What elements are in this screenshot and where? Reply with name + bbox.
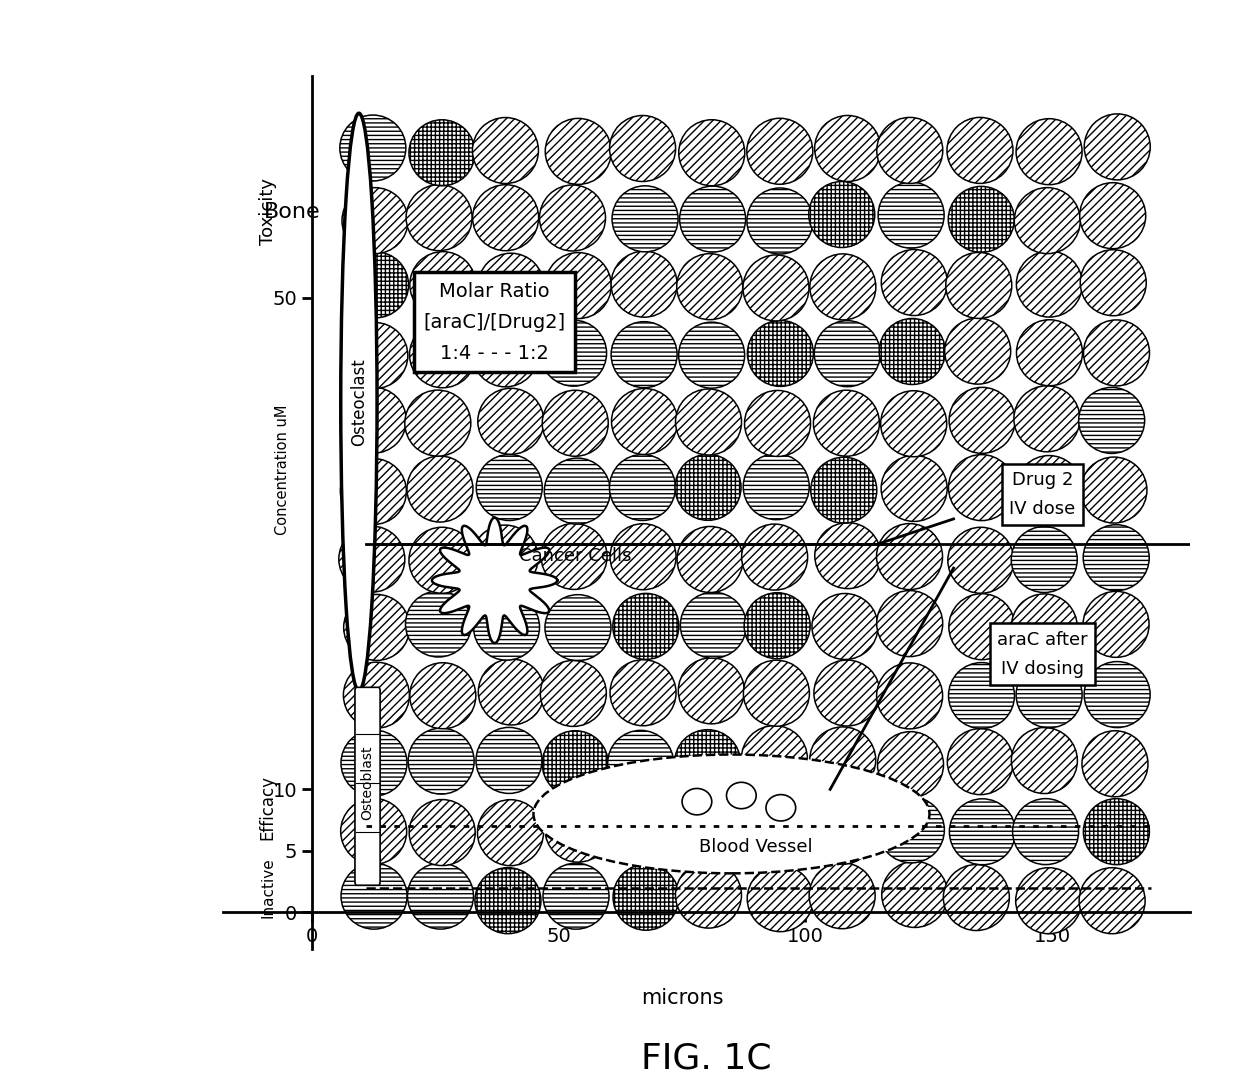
Ellipse shape — [1084, 320, 1149, 386]
Ellipse shape — [877, 590, 942, 657]
Text: Osteoblast: Osteoblast — [361, 746, 374, 820]
Ellipse shape — [950, 799, 1016, 865]
Ellipse shape — [880, 391, 946, 457]
Ellipse shape — [677, 527, 743, 592]
Ellipse shape — [341, 458, 407, 525]
Ellipse shape — [611, 322, 677, 387]
Ellipse shape — [476, 455, 542, 520]
Ellipse shape — [1083, 591, 1149, 658]
Ellipse shape — [680, 187, 745, 252]
Ellipse shape — [882, 250, 947, 315]
Ellipse shape — [1084, 113, 1151, 180]
Ellipse shape — [748, 798, 813, 864]
Ellipse shape — [341, 799, 407, 864]
Ellipse shape — [613, 594, 678, 659]
Ellipse shape — [882, 862, 947, 927]
Ellipse shape — [946, 252, 1012, 319]
Ellipse shape — [608, 730, 673, 796]
Ellipse shape — [546, 119, 611, 184]
Ellipse shape — [342, 323, 408, 388]
Ellipse shape — [1012, 527, 1078, 592]
Ellipse shape — [341, 863, 407, 930]
Ellipse shape — [1014, 386, 1080, 452]
Ellipse shape — [342, 252, 408, 317]
Ellipse shape — [744, 592, 810, 659]
Text: Osteoclast: Osteoclast — [350, 358, 368, 446]
Ellipse shape — [1080, 250, 1146, 315]
Ellipse shape — [408, 728, 474, 794]
Ellipse shape — [1016, 662, 1083, 728]
Ellipse shape — [541, 320, 606, 386]
Ellipse shape — [947, 118, 1013, 183]
Text: Molar Ratio
[araC]/[Drug2]
1:4 - - - 1:2: Molar Ratio [araC]/[Drug2] 1:4 - - - 1:2 — [424, 281, 565, 362]
Ellipse shape — [678, 322, 745, 388]
Ellipse shape — [611, 251, 677, 317]
Ellipse shape — [405, 184, 472, 251]
Ellipse shape — [472, 321, 538, 387]
Ellipse shape — [477, 253, 544, 320]
Text: Toxicity: Toxicity — [259, 178, 277, 245]
Ellipse shape — [746, 188, 813, 254]
Ellipse shape — [610, 660, 676, 726]
Text: Cancer Cells: Cancer Cells — [520, 547, 632, 565]
Ellipse shape — [541, 524, 608, 589]
Ellipse shape — [339, 526, 404, 592]
Ellipse shape — [613, 864, 680, 931]
Ellipse shape — [544, 458, 610, 524]
Ellipse shape — [1084, 525, 1149, 590]
Text: Bone: Bone — [264, 202, 321, 221]
Ellipse shape — [1013, 799, 1079, 865]
Ellipse shape — [610, 524, 676, 590]
Ellipse shape — [815, 116, 880, 181]
Ellipse shape — [1016, 456, 1083, 521]
Ellipse shape — [1017, 320, 1083, 386]
Ellipse shape — [743, 255, 808, 321]
Polygon shape — [432, 518, 557, 643]
Ellipse shape — [877, 118, 942, 183]
Ellipse shape — [744, 391, 811, 456]
Text: FIG. 1C: FIG. 1C — [641, 1041, 773, 1076]
Ellipse shape — [882, 455, 947, 521]
Ellipse shape — [675, 730, 740, 795]
Ellipse shape — [477, 388, 544, 454]
Ellipse shape — [474, 595, 539, 660]
Ellipse shape — [472, 525, 538, 591]
Ellipse shape — [610, 798, 676, 863]
Ellipse shape — [878, 182, 944, 248]
Ellipse shape — [949, 387, 1016, 454]
Text: Efficacy: Efficacy — [259, 776, 277, 840]
Ellipse shape — [949, 455, 1014, 520]
Ellipse shape — [681, 592, 746, 658]
Ellipse shape — [342, 188, 408, 253]
Ellipse shape — [1016, 119, 1083, 184]
Ellipse shape — [340, 115, 405, 181]
Ellipse shape — [810, 863, 875, 928]
Ellipse shape — [742, 524, 807, 590]
Ellipse shape — [472, 184, 538, 251]
Ellipse shape — [812, 594, 878, 659]
Ellipse shape — [613, 185, 678, 252]
Ellipse shape — [808, 181, 874, 248]
Ellipse shape — [815, 523, 880, 589]
Ellipse shape — [676, 389, 742, 455]
Ellipse shape — [949, 594, 1014, 660]
FancyBboxPatch shape — [355, 687, 381, 885]
Ellipse shape — [539, 185, 605, 251]
Ellipse shape — [472, 118, 538, 183]
Ellipse shape — [477, 800, 543, 865]
Ellipse shape — [533, 755, 930, 874]
Ellipse shape — [407, 456, 472, 521]
Ellipse shape — [408, 863, 474, 930]
Ellipse shape — [610, 116, 676, 181]
Ellipse shape — [675, 454, 742, 520]
Ellipse shape — [340, 387, 407, 453]
Ellipse shape — [949, 662, 1014, 729]
Ellipse shape — [409, 800, 475, 865]
Ellipse shape — [748, 865, 813, 932]
Ellipse shape — [609, 455, 676, 520]
Ellipse shape — [748, 321, 813, 386]
Ellipse shape — [404, 391, 471, 456]
Ellipse shape — [1083, 731, 1148, 796]
Ellipse shape — [879, 319, 945, 384]
Ellipse shape — [678, 658, 744, 723]
